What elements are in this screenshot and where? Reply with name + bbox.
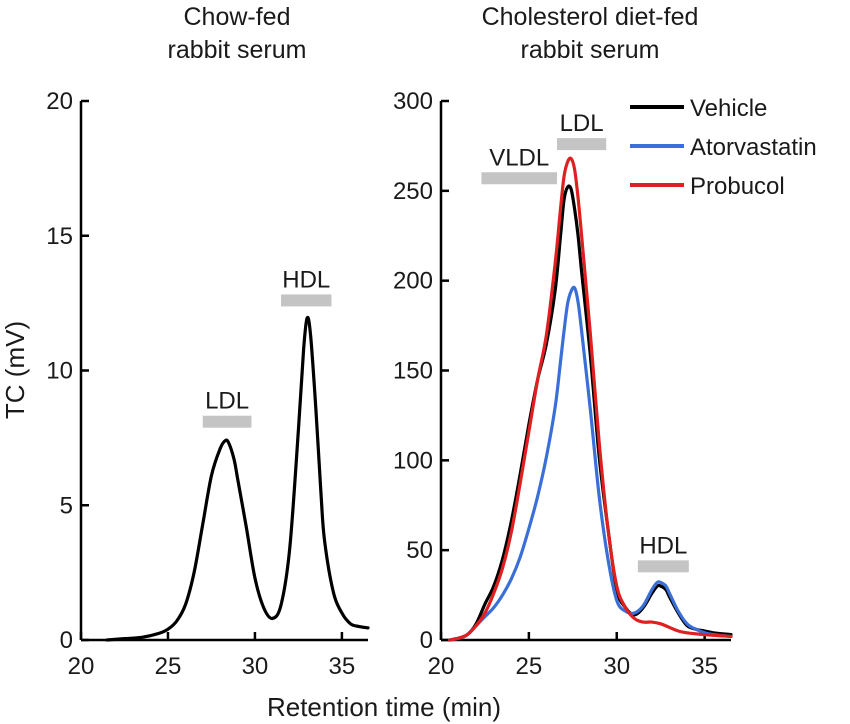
y-tick-label: 200: [393, 268, 433, 295]
series-group: [105, 315, 370, 642]
panel-title-line-1: Cholesterol diet-fed: [482, 3, 699, 31]
region-bar-hdl: [281, 294, 332, 307]
y-tick-label: 300: [393, 88, 433, 115]
legend-label: Probucol: [690, 173, 785, 200]
region-label-ldl: LDL: [560, 110, 604, 137]
y-tick-label: 15: [46, 223, 73, 250]
legend-label: Vehicle: [690, 95, 767, 122]
axes-group: 0 50 100 150 200 250 300 20 25 30 35: [393, 88, 731, 680]
region-bar-ldl: [557, 138, 607, 151]
y-axis-label: TC (mV): [0, 321, 30, 419]
region-bar-ldl: [202, 415, 252, 428]
x-tick-label: 20: [428, 653, 455, 680]
y-tick-label: 100: [393, 447, 433, 474]
y-tick-label: 150: [393, 358, 433, 385]
x-tick-label: 20: [68, 653, 95, 680]
axes-group: 0 5 10 15 20 20 25 30 35: [46, 88, 368, 680]
y-tick-label: 5: [60, 492, 73, 519]
series-line-chow-fed: [105, 315, 370, 642]
x-tick-label: 30: [603, 653, 630, 680]
region-bar-vldl: [481, 172, 557, 185]
legend: Vehicle Atorvastatin Probucol: [630, 95, 817, 200]
x-tick-label: 30: [242, 653, 269, 680]
series-line-atorvastatin: [448, 285, 733, 642]
x-axis-label: Retention time (min): [267, 692, 501, 722]
y-tick-label: 250: [393, 178, 433, 205]
cholesterol-fed-panel: Cholesterol diet-fed rabbit serum VLDL LD…: [393, 3, 817, 680]
region-label-hdl: HDL: [282, 266, 330, 293]
region-label-vldl: VLDL: [489, 144, 549, 171]
y-tick-label: 0: [60, 627, 73, 654]
panel-title-line-2: rabbit serum: [168, 36, 307, 64]
region-group: LDL HDL: [202, 266, 332, 428]
x-tick-label: 25: [155, 653, 182, 680]
panel-title-line-1: Chow-fed: [184, 3, 291, 31]
legend-label: Atorvastatin: [690, 134, 817, 161]
chow-fed-panel: Chow-fed rabbit serum LDL HDL 0 5 10 15 20 20 2…: [46, 3, 370, 680]
y-tick-label: 20: [46, 88, 73, 115]
x-tick-label: 35: [691, 653, 718, 680]
y-tick-label: 0: [420, 627, 433, 654]
y-tick-label: 50: [406, 537, 433, 564]
panel-title-line-2: rabbit serum: [521, 36, 660, 64]
y-tick-label: 10: [46, 358, 73, 385]
x-tick-label: 25: [516, 653, 543, 680]
region-label-hdl: HDL: [639, 532, 687, 559]
series-line-probucol: [448, 156, 733, 642]
region-bar-hdl: [637, 560, 689, 573]
region-label-ldl: LDL: [205, 388, 249, 415]
region-group: VLDL LDL HDL: [481, 110, 689, 573]
series-group: [448, 156, 733, 642]
x-tick-label: 35: [329, 653, 356, 680]
